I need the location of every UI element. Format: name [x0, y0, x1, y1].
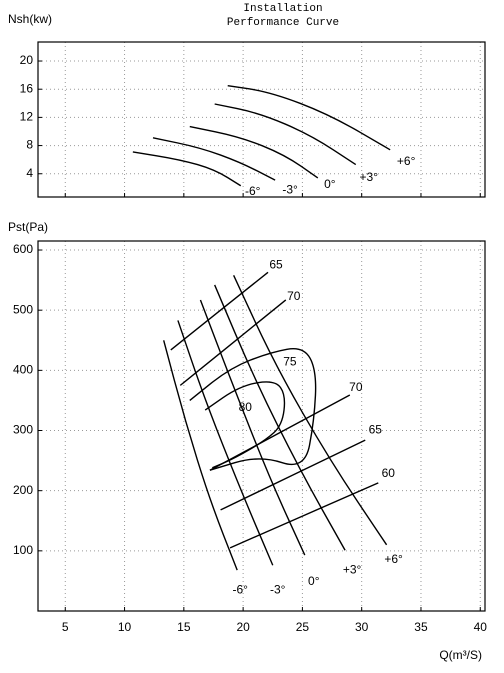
curve [152, 137, 276, 181]
curve [214, 284, 346, 551]
curve [227, 84, 391, 151]
y-tick-label: 4 [26, 166, 33, 180]
curve-label: 0° [324, 177, 336, 191]
curve-label: 65 [369, 422, 383, 436]
curve [204, 381, 286, 469]
curve-label: -3° [270, 582, 286, 596]
y-axis-label: Nsh(kw) [8, 12, 52, 26]
curve [233, 274, 388, 546]
plot-frame [37, 41, 486, 198]
y-tick-label: 100 [13, 543, 33, 557]
y-tick-label: 300 [13, 423, 33, 437]
y-tick-label: 16 [20, 81, 34, 95]
y-tick-label: 400 [13, 363, 33, 377]
curve [132, 151, 242, 187]
curve [170, 271, 269, 351]
curve-label: 70 [349, 380, 363, 394]
curve [163, 340, 238, 571]
y-tick-label: 500 [13, 302, 33, 316]
x-axis-label: Q(m³/S) [439, 648, 482, 662]
curve [179, 299, 287, 386]
y-tick-label: 20 [20, 53, 34, 67]
curve-label: 80 [239, 400, 253, 414]
curve [199, 299, 306, 556]
y-tick-label: 12 [20, 110, 34, 124]
curve [220, 439, 366, 511]
y-axis-label: Pst(Pa) [8, 220, 48, 234]
curve [189, 125, 319, 179]
curve-label: +6° [397, 154, 416, 168]
curve-label: +3° [343, 562, 362, 576]
x-tick-label: 10 [118, 620, 132, 634]
curve [229, 482, 379, 549]
curve-label: 0° [308, 574, 320, 588]
x-tick-label: 30 [355, 620, 369, 634]
x-tick-label: 25 [296, 620, 310, 634]
curve-label: +6° [384, 552, 403, 566]
curve-label: 60 [382, 466, 396, 480]
y-tick-label: 8 [26, 138, 33, 152]
curve-label: +3° [360, 170, 379, 184]
chart-title: Performance Curve [227, 17, 339, 29]
curve-label: -3° [282, 182, 298, 196]
chart-title: Installation [243, 3, 322, 15]
curve-label: -6° [232, 582, 248, 596]
x-tick-label: 35 [414, 620, 428, 634]
x-tick-label: 20 [236, 620, 250, 634]
plot-frame [37, 240, 486, 612]
curve-label: 75 [283, 354, 297, 368]
y-tick-label: 200 [13, 483, 33, 497]
curve [214, 103, 357, 166]
x-tick-label: 5 [62, 620, 69, 634]
curve-label: 65 [269, 257, 283, 271]
curve-label: 70 [287, 289, 301, 303]
curve [189, 348, 317, 471]
x-tick-label: 15 [177, 620, 191, 634]
curve-label: -6° [245, 184, 261, 198]
x-tick-label: 40 [474, 620, 488, 634]
y-tick-label: 600 [13, 242, 33, 256]
